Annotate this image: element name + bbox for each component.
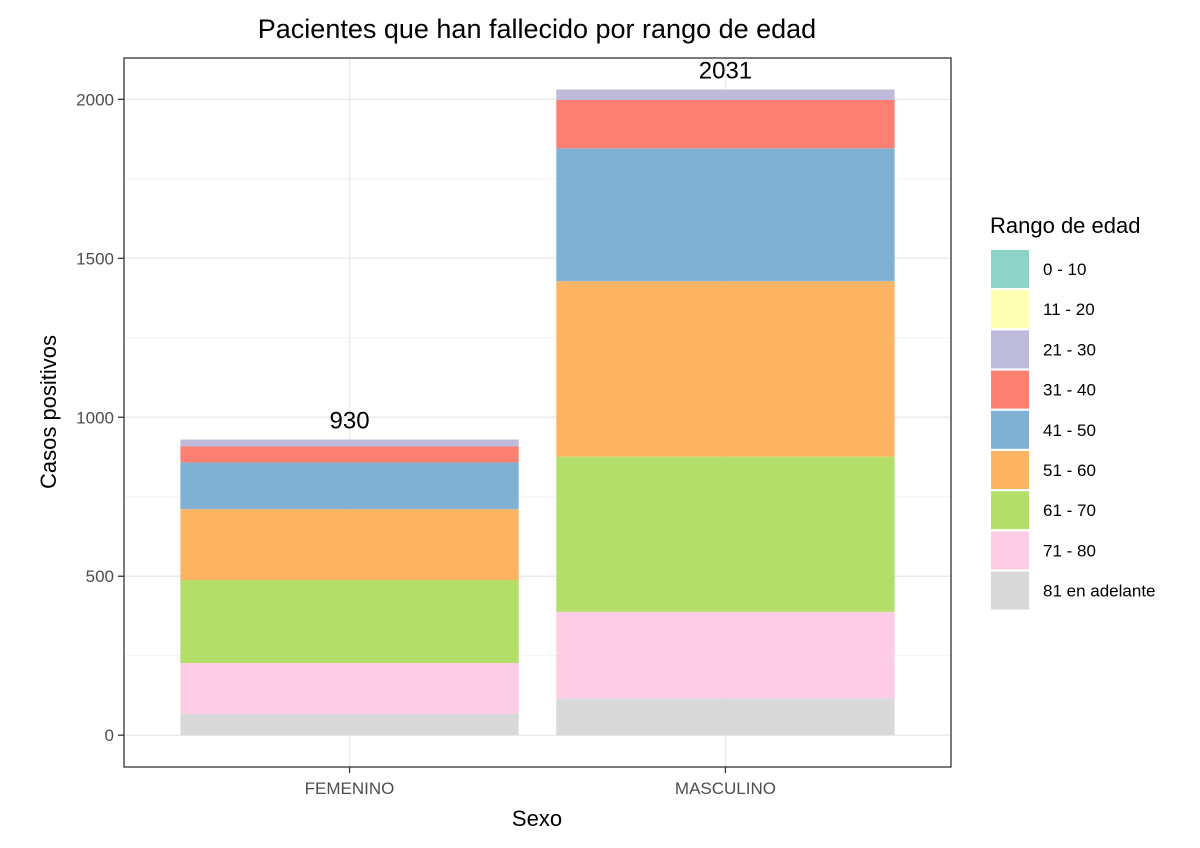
- plot-border: [123, 57, 952, 768]
- legend: Rango de edad 0 - 10 11 - 20 21 - 30 31 - 4…: [990, 213, 1156, 610]
- bar-segment: [556, 89, 895, 100]
- legend-label: 51 - 60: [1043, 461, 1096, 480]
- legend-swatch: [991, 330, 1029, 369]
- y-axis-title: Casos positivos: [36, 335, 61, 489]
- bars: [180, 89, 895, 736]
- y-axis: 0 500 1000 1500 2000: [76, 90, 124, 745]
- legend-swatch: [991, 250, 1029, 288]
- legend-label: 0 - 10: [1043, 260, 1086, 279]
- y-tick-label: 500: [86, 567, 114, 586]
- legend-swatch: [991, 491, 1029, 530]
- bar-segment: [180, 509, 519, 581]
- legend-label: 61 - 70: [1043, 501, 1096, 520]
- legend-label: 41 - 50: [1043, 421, 1096, 440]
- bar-segment: [180, 446, 519, 463]
- legend-swatch: [991, 410, 1029, 449]
- legend-label: 21 - 30: [1043, 340, 1096, 359]
- legend-label: 11 - 20: [1043, 300, 1095, 319]
- bar-segment: [556, 148, 895, 282]
- bar-segment: [180, 713, 519, 736]
- bar-segment: [180, 663, 519, 714]
- total-labels: 930 2031: [330, 57, 753, 434]
- x-tick-label: MASCULINO: [675, 779, 776, 798]
- x-axis-title: Sexo: [512, 806, 562, 831]
- legend-swatch: [991, 290, 1029, 329]
- bar-segment: [556, 99, 895, 149]
- x-tick-label: FEMENINO: [305, 779, 395, 798]
- y-tick-label: 0: [105, 726, 114, 745]
- y-tick-label: 1500: [76, 249, 114, 268]
- bar-segment: [180, 439, 519, 447]
- plot-panel: 930 2031: [123, 57, 952, 768]
- bar-segment: [556, 456, 895, 612]
- legend-swatch: [991, 531, 1029, 570]
- bar-segment: [180, 580, 519, 664]
- legend-label: 31 - 40: [1043, 381, 1096, 400]
- legend-title: Rango de edad: [990, 213, 1140, 238]
- legend-swatch: [991, 571, 1029, 610]
- x-axis: FEMENINO MASCULINO: [305, 767, 776, 798]
- total-label: 930: [330, 408, 370, 435]
- total-label: 2031: [699, 57, 752, 84]
- y-tick-label: 1000: [76, 408, 114, 427]
- legend-label: 81 en adelante: [1043, 582, 1156, 601]
- bar-segment: [556, 698, 895, 736]
- chart-title: Pacientes que han fallecido por rango de…: [258, 14, 816, 44]
- legend-swatch: [991, 451, 1029, 489]
- bar-segment: [556, 281, 895, 457]
- bar-segment: [180, 462, 519, 510]
- legend-label: 71 - 80: [1043, 541, 1096, 560]
- bar-segment: [556, 611, 895, 699]
- legend-swatch: [991, 370, 1029, 409]
- y-tick-label: 2000: [76, 90, 114, 109]
